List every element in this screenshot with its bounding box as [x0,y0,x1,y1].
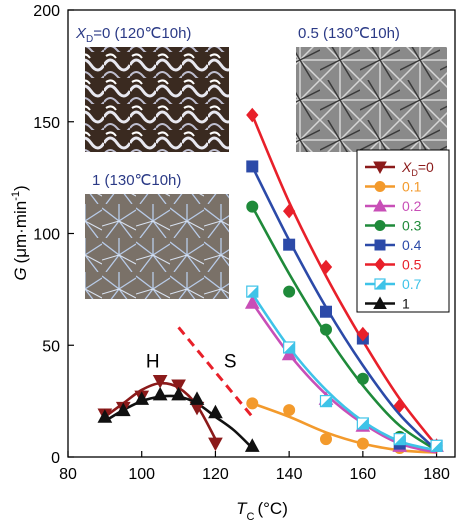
inset-xd05: 0.5 (130℃10h) [296,25,447,152]
legend-marker-0.3 [374,220,386,231]
legend-marker-0.5 [374,257,386,272]
legend-label-0: XD=0 [401,159,434,178]
data-point-0.4 [246,160,259,173]
y-axis-title: G(μm·min-1) [10,185,30,280]
data-point-0.1 [283,404,296,417]
data-point-0.5 [319,259,333,275]
data-point-0.3 [246,200,259,213]
data-point-0.1 [356,437,369,450]
micrograph-xd0 [85,47,229,152]
data-point-0.4 [283,238,296,251]
legend-marker-0.1 [374,181,386,192]
micrograph-xd05 [296,47,447,152]
data-markers [97,107,444,455]
legend-marker-0.2 [373,198,387,212]
data-point-0.7 [356,417,369,430]
data-point-0.4 [320,305,332,318]
data-point-0.7-fill [246,286,258,298]
fit-curve-0.3 [251,206,438,452]
data-point-0 [152,375,168,389]
data-point-0.5 [282,203,296,219]
x-tick-label: 160 [350,466,377,483]
y-tick-label: 0 [51,450,60,467]
data-point-1 [244,438,260,452]
y-tick-label: 200 [33,3,60,20]
y-tick-label: 150 [33,115,60,132]
fit-curve-0.4 [251,165,438,452]
data-point-1 [171,386,186,401]
data-point-0.7 [246,285,259,298]
legend-title-sub: D [411,168,418,178]
region-label-H: H [146,352,160,373]
legend-label-0.3: 0.3 [402,218,422,234]
h-s-boundary-line [177,326,254,418]
legend-marker-0.7 [374,278,386,290]
legend-label-0.7: 0.7 [402,276,422,292]
legend-label-0.5: 0.5 [402,257,422,273]
inset-xd1: 1 (130℃10h) [85,172,229,299]
y-tick-label: 50 [42,338,60,355]
fit-curve-0.2 [251,302,437,454]
legend-title-prefix: X [401,159,412,175]
legend-label-0.4: 0.4 [402,237,422,253]
data-point-0.7 [283,341,296,354]
legend-label-1: 1 [402,296,410,312]
legend-marker-0 [373,161,387,175]
data-point-0 [208,437,223,452]
boundary-line [177,326,254,418]
x-tick-label: 180 [423,466,450,483]
fit-curve-0.7 [251,293,437,452]
data-point-0.5 [393,398,406,413]
x-tick-label: 120 [202,466,229,483]
data-point-0.7 [393,433,406,446]
data-point-1 [208,404,223,419]
y-tick-label: 100 [33,227,60,244]
data-point-0.3 [356,372,369,385]
legend-label-0.2: 0.2 [402,198,422,214]
legend-marker-1 [373,296,387,309]
data-point-0.2 [244,295,260,309]
data-point-0.3 [320,323,332,336]
data-point-0.1 [246,397,259,410]
legend: XD=00.10.20.30.40.50.71 [356,149,450,313]
inset-xd0: XD=0 (120℃10h) [75,25,229,152]
data-point-0.5 [246,107,259,123]
data-point-0.7-fill [283,341,295,353]
data-point-0.5 [356,326,370,342]
x-tick-label: 140 [276,466,303,483]
legend-marker-0.4 [374,239,386,251]
legend-title-suffix: =0 [418,159,434,175]
legend-marker-0.7-fill [375,279,385,289]
data-point-0.3 [283,285,296,298]
x-tick-label: 80 [59,466,77,483]
data-point-0.7-fill [394,433,406,445]
x-tick-label: 100 [128,466,155,483]
micrograph-xd1 [85,194,229,299]
data-point-0.7 [319,395,333,408]
inset-caption-xd05: 0.5 (130℃10h) [298,25,400,42]
inset-caption-xd1: 1 (130℃10h) [92,172,181,189]
axis-ticks: 80 100 120 140 160 180 0 50 100 150 200 [33,3,450,483]
data-point-0.7-fill [320,395,332,407]
region-label-S: S [224,352,237,373]
data-point-0.2 [281,346,297,361]
data-point-1 [152,386,168,401]
x-axis-title: TC (°C) [236,499,288,523]
data-point-1 [189,391,205,405]
data-point-1 [97,409,113,423]
inset-caption-xd0: XD=0 (120℃10h) [75,25,191,45]
data-point-0.7-fill [357,417,369,429]
data-point-0.1 [320,433,332,446]
data-point-0 [171,379,186,394]
data-point-1 [134,391,150,405]
data-point-0.7-fill [431,440,443,452]
legend-label-0.1: 0.1 [402,179,422,195]
data-point-1 [115,402,131,417]
data-point-0.7 [430,439,443,452]
